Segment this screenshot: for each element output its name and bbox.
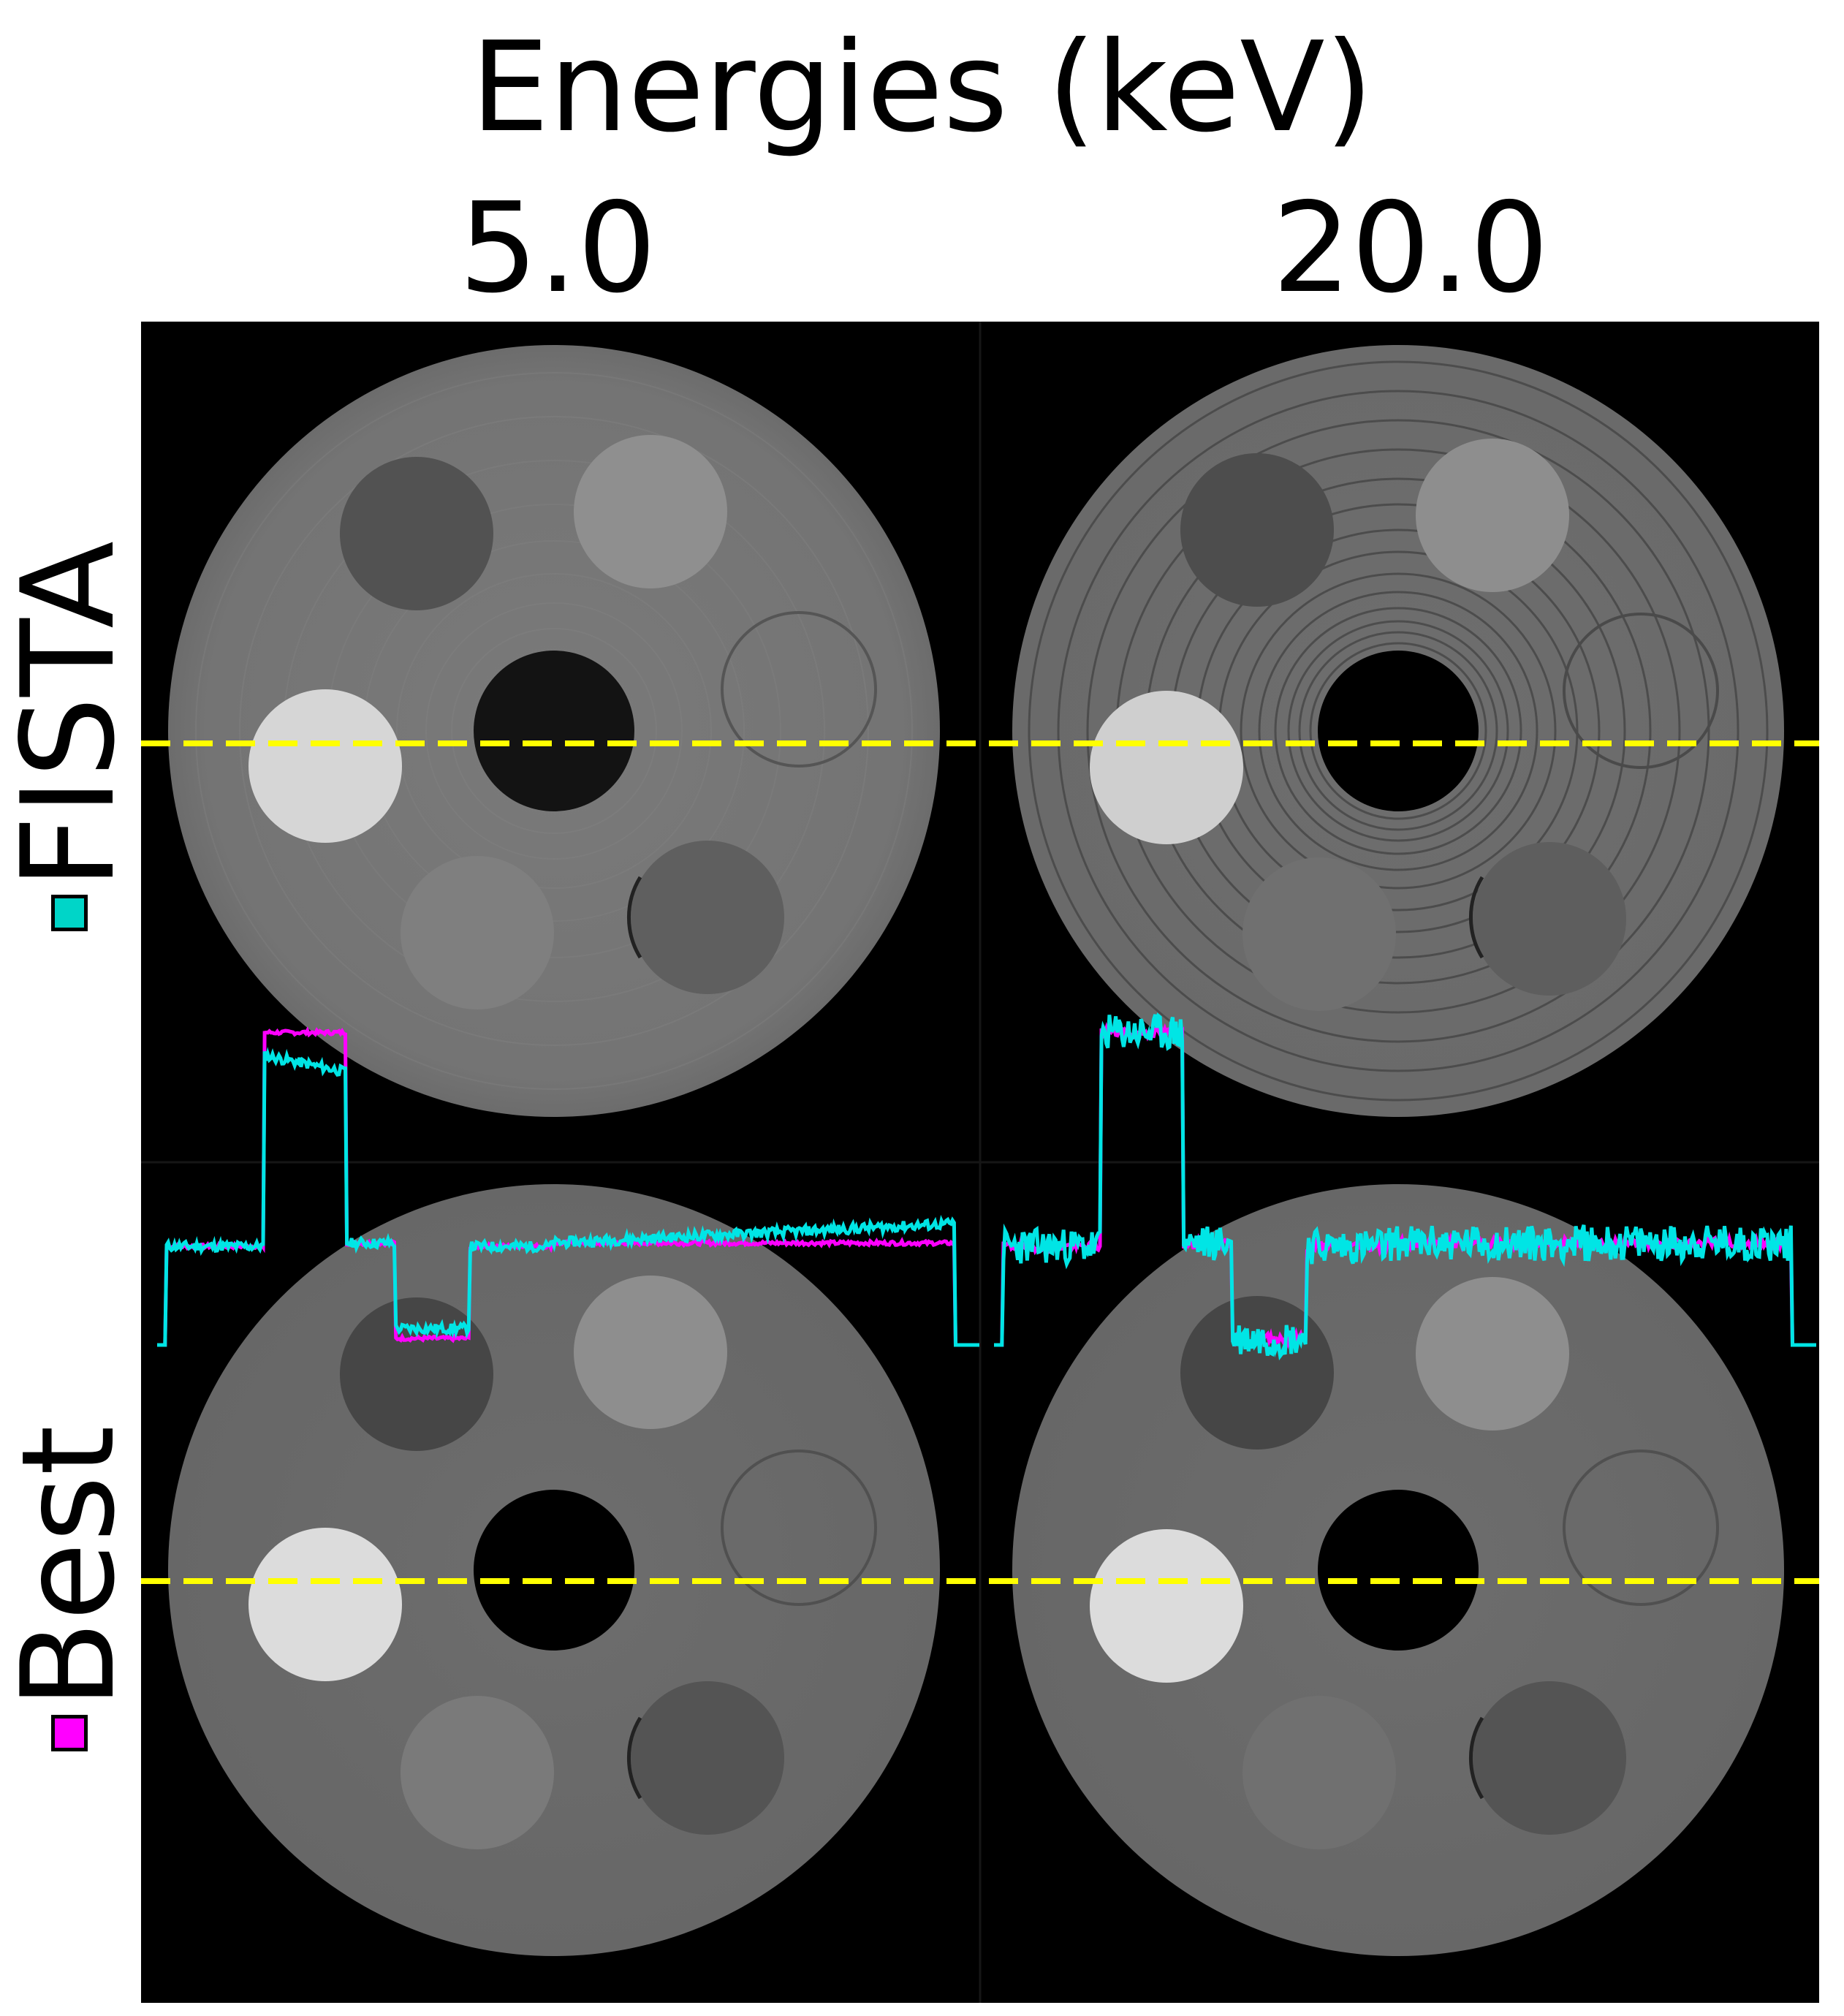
row-label-fista: FISTA [0,541,143,932]
insert-hole [1318,651,1479,811]
insert-hole [1318,1490,1479,1651]
insert-dark-outline [631,1681,784,1835]
panel-best-5kev [168,1184,940,1956]
insert-light [574,435,727,588]
insert-faint-outline [721,611,877,768]
insert-faint-outline [1563,613,1719,769]
insert-edge-arc [1468,1716,1484,1800]
insert-edge-arc [626,1716,642,1800]
insert-dark-outline [1473,1681,1626,1835]
insert-bright [1090,691,1243,844]
ring-artifacts [1028,360,1769,1102]
figure-title: Energies (keV) [471,15,1373,160]
insert-light [1416,1277,1569,1430]
insert-dark-outline [631,841,784,994]
insert-medium [1242,1696,1396,1849]
column-label-20kev: 20.0 [1272,176,1549,321]
insert-edge-arc [626,876,642,959]
ring-artifacts [195,372,913,1090]
insert-hole [474,1490,634,1651]
best-color-swatch [51,1714,88,1751]
panel-fista-5kev [168,345,940,1117]
insert-dark [340,457,493,610]
insert-bright [248,689,402,843]
panel-best-20kev [1012,1184,1784,1956]
insert-medium [401,856,554,1009]
insert-bright [1090,1529,1243,1683]
insert-faint-outline [1563,1450,1719,1606]
insert-dark-outline [1473,842,1626,996]
insert-light [1416,439,1569,592]
profile-overlay [157,1012,1816,1361]
profile-fista-20kev [994,1012,1816,1361]
insert-dark [1180,453,1334,607]
insert-light [574,1276,727,1429]
row-label-best: Best [0,1425,143,1751]
insert-hole [474,651,634,811]
insert-medium [401,1696,554,1849]
insert-faint-outline [721,1450,877,1606]
fista-color-swatch [51,895,88,932]
insert-dark [1180,1296,1334,1450]
panel-fista-20kev [1012,345,1784,1117]
insert-medium [1242,857,1396,1011]
column-label-5kev: 5.0 [458,176,657,321]
insert-bright [248,1528,402,1681]
profile-fista-5kev [157,1047,979,1347]
insert-edge-arc [1468,876,1484,959]
